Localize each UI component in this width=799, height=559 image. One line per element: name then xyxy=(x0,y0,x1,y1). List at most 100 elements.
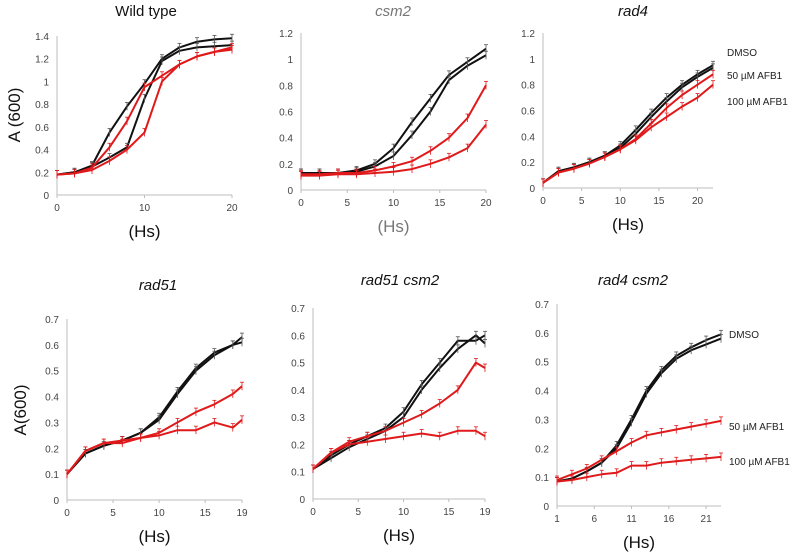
y-tick-label: 0.5 xyxy=(291,359,305,370)
chart-title: rad51 csm2 xyxy=(361,272,440,289)
series-line-3 xyxy=(312,429,486,470)
y-tick-label: 0.4 xyxy=(35,146,49,157)
x-tick-label: 0 xyxy=(298,198,304,209)
x-tick-label: 11 xyxy=(626,514,637,525)
y-tick-label: 1 xyxy=(43,77,49,88)
y-tick-label: 0.2 xyxy=(521,158,535,169)
y-tick-label: 0.4 xyxy=(291,386,305,397)
x-axis-label: (Hs) xyxy=(377,217,409,236)
y-tick-label: 0 xyxy=(299,495,305,506)
y-tick-label: 0.1 xyxy=(291,468,305,479)
series-line-2 xyxy=(56,48,233,176)
y-tick-label: 0.7 xyxy=(291,304,305,315)
y-tick-label: 0.2 xyxy=(535,444,549,455)
y-tick-label: 0.6 xyxy=(279,108,293,119)
y-tick-label: 0.5 xyxy=(45,367,59,378)
y-tick-label: 1.2 xyxy=(521,29,535,40)
series-line-2 xyxy=(556,419,722,481)
y-tick-label: 0.4 xyxy=(279,134,293,145)
series-line-1 xyxy=(56,44,233,176)
x-axis-label: (Hs) xyxy=(138,527,170,546)
x-tick-label: 19 xyxy=(479,507,491,518)
x-tick-label: 0 xyxy=(540,196,546,207)
series-line-1 xyxy=(66,341,243,475)
y-tick-label: 0.2 xyxy=(45,444,59,455)
series-line-3 xyxy=(56,46,233,176)
y-tick-label: 0 xyxy=(543,502,549,513)
y-tick-label: 0.1 xyxy=(535,473,549,484)
y-tick-label: 0 xyxy=(43,191,49,202)
y-tick-label: 1 xyxy=(287,55,293,66)
y-tick-label: 0.2 xyxy=(291,440,305,451)
x-tick-label: 16 xyxy=(663,514,675,525)
y-tick-label: 0.6 xyxy=(535,329,549,340)
y-tick-label: 1 xyxy=(529,55,535,66)
x-tick-label: 0 xyxy=(64,508,70,519)
x-tick-label: 5 xyxy=(355,507,361,518)
chart-title: Wild type xyxy=(115,3,177,20)
series-line-3 xyxy=(556,455,722,483)
legend-label: 50 µM AFB1 xyxy=(729,422,785,433)
x-tick-label: 20 xyxy=(226,203,238,214)
x-axis-label: (Hs) xyxy=(612,215,644,234)
legend-label: DMSO xyxy=(729,330,759,341)
x-tick-label: 10 xyxy=(388,198,400,209)
x-tick-label: 6 xyxy=(591,514,597,525)
series-line-2 xyxy=(66,385,243,475)
y-tick-label: 0.6 xyxy=(35,123,49,134)
x-tick-label: 10 xyxy=(398,507,410,518)
y-tick-label: 0.6 xyxy=(45,341,59,352)
series-line-1 xyxy=(556,337,722,483)
y-tick-label: 0.7 xyxy=(535,300,549,311)
y-axis-label: A (600) xyxy=(5,88,24,143)
x-tick-label: 5 xyxy=(110,508,116,519)
x-tick-label: 1 xyxy=(554,514,560,525)
x-tick-label: 5 xyxy=(344,198,350,209)
y-tick-label: 0.4 xyxy=(521,132,535,143)
y-tick-label: 0.1 xyxy=(45,470,59,481)
series-line-1 xyxy=(542,67,714,184)
x-tick-label: 10 xyxy=(154,508,166,519)
x-tick-label: 15 xyxy=(200,508,212,519)
x-tick-label: 15 xyxy=(434,198,446,209)
y-tick-label: 0.3 xyxy=(291,413,305,424)
x-tick-label: 10 xyxy=(615,196,627,207)
y-tick-label: 0 xyxy=(53,496,59,507)
x-tick-label: 20 xyxy=(692,196,704,207)
y-tick-label: 0.7 xyxy=(45,315,59,326)
y-tick-label: 0.6 xyxy=(291,331,305,342)
series-line-2 xyxy=(301,84,487,176)
x-tick-label: 15 xyxy=(443,507,455,518)
x-tick-label: 15 xyxy=(653,196,665,207)
x-tick-label: 5 xyxy=(579,196,585,207)
y-tick-label: 0.4 xyxy=(535,387,549,398)
y-tick-label: 0.2 xyxy=(279,160,293,171)
legend-label: DMSO xyxy=(727,48,757,59)
y-tick-label: 0.2 xyxy=(35,168,49,179)
series-line-2 xyxy=(542,73,714,184)
series-line-3 xyxy=(66,419,243,475)
chart-title: rad51 xyxy=(139,277,177,294)
legend-label: 100 µM AFB1 xyxy=(727,97,788,108)
y-tick-label: 0 xyxy=(287,186,293,197)
x-tick-label: 20 xyxy=(480,198,492,209)
x-axis-label: (Hs) xyxy=(623,533,655,552)
chart-title: csm2 xyxy=(375,3,411,20)
y-tick-label: 0.3 xyxy=(45,418,59,429)
y-tick-label: 1.2 xyxy=(279,29,293,40)
y-tick-label: 0 xyxy=(529,184,535,195)
y-tick-label: 1.4 xyxy=(35,32,49,43)
x-tick-label: 19 xyxy=(236,508,248,519)
x-tick-label: 10 xyxy=(139,203,151,214)
chart-title: rad4 xyxy=(618,3,648,20)
series-line-0 xyxy=(66,336,243,475)
legend-label: 100 µM AFB1 xyxy=(729,457,790,468)
y-tick-label: 1.2 xyxy=(35,55,49,66)
y-tick-label: 0.4 xyxy=(45,393,59,404)
y-axis-label: A(600) xyxy=(11,384,30,435)
x-axis-label: (Hs) xyxy=(383,526,415,545)
legend-label: 50 µM AFB1 xyxy=(727,71,783,82)
x-tick-label: 0 xyxy=(54,203,60,214)
x-tick-label: 0 xyxy=(310,507,316,518)
